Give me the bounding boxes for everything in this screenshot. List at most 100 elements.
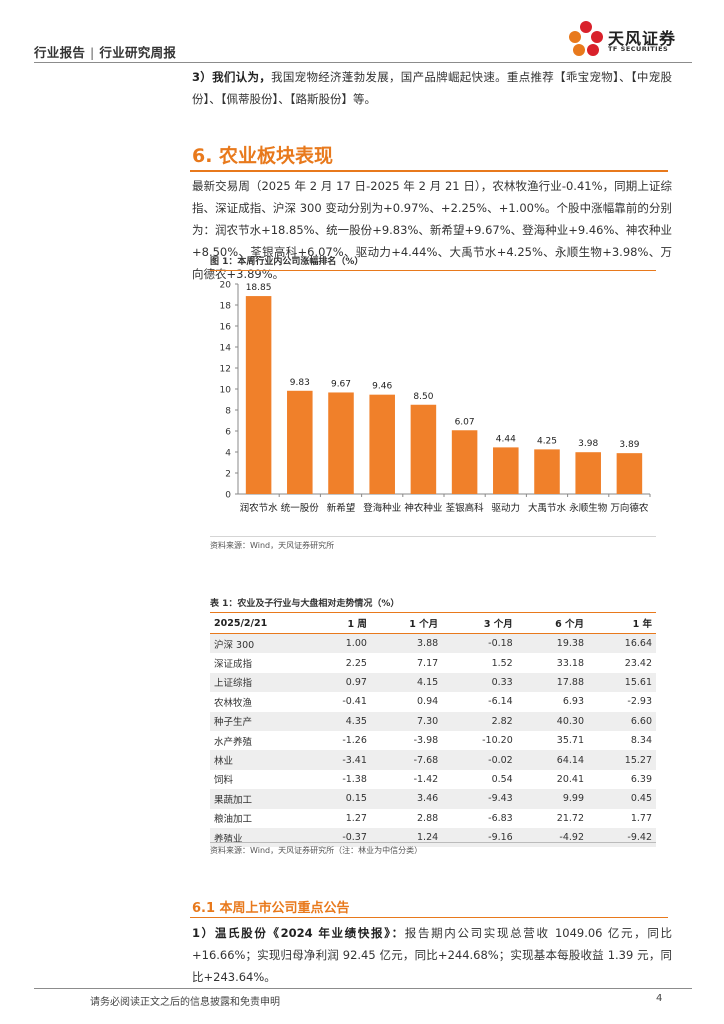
y-tick-label: 10 [220, 386, 232, 396]
table-row: 深证成指 2.25 7.17 1.52 33.18 23.42 [210, 653, 656, 672]
figure-title-rule [210, 270, 656, 271]
table-cell: 3.46 [370, 789, 443, 809]
table-row-label: 沪深 300 [210, 633, 308, 654]
table-row-label: 林业 [210, 750, 308, 770]
y-tick-label: 12 [220, 365, 231, 375]
table-cell: -10.20 [482, 735, 513, 747]
table-row: 种子生产 4.35 7.30 2.82 40.30 6.60 [210, 711, 656, 731]
company-logo: 天风证券 TF SECURITIES [566, 18, 692, 60]
report-header-label: 行业报告 | 行业研究周报 [34, 42, 176, 61]
header-divider [34, 62, 692, 63]
table-cell: 4.15 [370, 672, 443, 693]
table-row-label: 上证综指 [210, 672, 308, 693]
table-cell: 2.82 [442, 711, 517, 731]
figure-source: 资料来源：Wind，天风证券研究所 [210, 541, 335, 550]
figure-bottom-rule [210, 536, 656, 537]
subsection-body: 报告期内公司实现总营收 1049.06 亿元，同比+16.66%；实现归母净利润… [192, 926, 672, 984]
table-cell: 4.35 [308, 711, 371, 731]
table-row-label: 饲料 [214, 775, 234, 787]
intro-paragraph: 3）我们认为，我国宠物经济蓬勃发展，国产品牌崛起快速。重点推荐【乖宝宠物】、【中… [192, 66, 672, 110]
table-row-label: 果蔬加工 [210, 789, 308, 809]
table-header-cell: 3 个月 [442, 613, 517, 634]
table-cell: 15.27 [588, 750, 656, 770]
bar-value-label: 9.67 [331, 379, 351, 389]
performance-table: 2025/2/21 1 周 1 个月 3 个月 6 个月 1 年 沪深 300 1… [210, 613, 656, 848]
bar-chart: 0 2 4 6 8 10 12 14 16 18 20 18.85 润农节水 9.83 统一股份 9.67 新希… [220, 281, 651, 514]
figure-title: 图 1：本周行业内公司涨幅排名（%） [210, 257, 364, 267]
bar-value-label: 4.44 [496, 434, 516, 444]
table-title: 表 1：农业及子行业与大盘相对走势情况（%） [210, 599, 400, 609]
table-cell: 17.88 [516, 672, 588, 693]
x-tick-label: 大禹节水 [528, 502, 567, 514]
bar [245, 296, 272, 494]
table-cell: -6.83 [488, 812, 513, 824]
bar-value-label: 9.83 [290, 378, 310, 388]
x-tick-label: 永顺生物 [569, 502, 608, 514]
bar [287, 390, 313, 494]
subsection-title-rule [190, 917, 668, 918]
table-cell: 6.60 [588, 711, 656, 731]
table-cell: -3.41 [308, 750, 371, 770]
table-cell: 7.30 [370, 711, 443, 731]
x-tick-label: 驱动力 [492, 502, 521, 514]
table-bottom-rule [210, 842, 656, 843]
table-cell: 9.99 [516, 789, 588, 809]
table-cell: -7.68 [370, 750, 443, 770]
table-cell: 7.17 [417, 657, 439, 669]
x-tick-label: 神农种业 [404, 502, 442, 514]
bar [410, 404, 437, 494]
table-cell: 1.00 [308, 633, 371, 654]
bar-value-label: 9.46 [372, 382, 392, 392]
y-tick-label: 2 [225, 470, 231, 480]
bar [451, 430, 478, 494]
table-header-cell: 1 周 [308, 613, 371, 634]
table-cell: 3.88 [370, 633, 443, 654]
table-cell: 1.52 [491, 657, 513, 669]
table-cell: -6.14 [488, 696, 513, 708]
bar [328, 392, 354, 494]
table-cell: -0.18 [442, 633, 517, 654]
section-title-rule [190, 170, 668, 172]
logo-flower-icon [569, 21, 603, 56]
bar-value-label: 3.98 [578, 439, 598, 449]
table-header-row: 2025/2/21 1 周 1 个月 3 个月 6 个月 1 年 [210, 613, 656, 634]
table-cell: 35.71 [556, 735, 584, 747]
report-subtype: 行业研究周报 [99, 45, 177, 60]
table-cell: -1.26 [342, 735, 367, 747]
table-cell: -3.98 [413, 735, 439, 747]
report-type: 行业报告 [34, 45, 86, 60]
bar [575, 452, 601, 494]
logo-name-cn: 天风证券 [608, 29, 677, 48]
table-cell: 2.25 [345, 657, 367, 669]
table-cell: 1.27 [345, 812, 367, 824]
x-tick-label: 统一股份 [281, 502, 320, 514]
table-cell: 21.72 [556, 812, 584, 824]
table-cell: -1.42 [413, 773, 439, 785]
table-row-label: 粮油加工 [214, 814, 253, 826]
intro-lead: 3）我们认为， [192, 70, 272, 84]
bar [534, 449, 560, 494]
table-cell: -9.16 [442, 827, 517, 848]
subsection-title: 6.1 本周上市公司重点公告 [192, 901, 350, 916]
table-header-cell: 1 年 [588, 613, 656, 634]
table-row-label: 农林牧渔 [214, 697, 253, 709]
table-cell: -0.41 [342, 696, 367, 708]
x-tick-label: 万向德农 [610, 502, 649, 514]
bar [493, 447, 519, 494]
bar-value-label: 6.07 [455, 417, 475, 427]
table-cell: 0.97 [308, 672, 371, 693]
table-cell: 40.30 [516, 711, 588, 731]
table-cell: 64.14 [516, 750, 588, 770]
table-cell: 23.42 [624, 657, 652, 669]
y-tick-label: 0 [225, 491, 231, 501]
header-separator: | [89, 45, 95, 60]
table-row: 水产养殖 -1.26 -3.98 -10.20 35.71 8.34 [210, 731, 656, 750]
table-row-label: 水产养殖 [214, 736, 253, 748]
table-header-cell: 6 个月 [516, 613, 588, 634]
section-paragraph: 最新交易周（2025 年 2 月 17 日-2025 年 2 月 21 日），农… [192, 179, 672, 281]
table-cell: 6.39 [630, 773, 652, 785]
table-cell: 0.45 [588, 789, 656, 809]
table-cell: -4.92 [516, 827, 588, 848]
bar [369, 394, 395, 494]
table-cell: 0.94 [417, 696, 439, 708]
